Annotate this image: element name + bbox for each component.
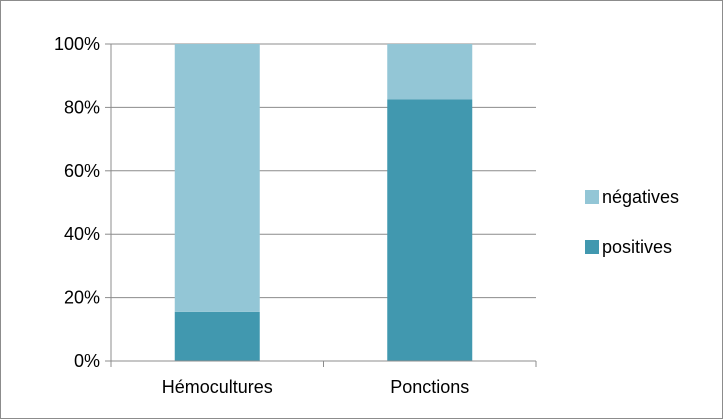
- x-category-label: Hémocultures: [162, 377, 273, 397]
- legend-label: positives: [602, 237, 672, 257]
- y-tick-label: 60%: [64, 161, 100, 181]
- y-tick-label: 20%: [64, 288, 100, 308]
- y-tick-label: 0%: [74, 351, 100, 371]
- y-tick-label: 40%: [64, 224, 100, 244]
- bar-positives-1: [387, 99, 473, 361]
- x-category-label: Ponctions: [390, 377, 469, 397]
- y-tick-label: 100%: [54, 34, 100, 54]
- y-tick-label: 80%: [64, 97, 100, 117]
- bar-positives-0: [174, 311, 260, 361]
- legend-label: négatives: [602, 187, 679, 207]
- legend-swatch-positives: [585, 240, 599, 254]
- legend-swatch-négatives: [585, 190, 599, 204]
- bar-négatives-1: [387, 44, 473, 100]
- bar-négatives-0: [174, 44, 260, 312]
